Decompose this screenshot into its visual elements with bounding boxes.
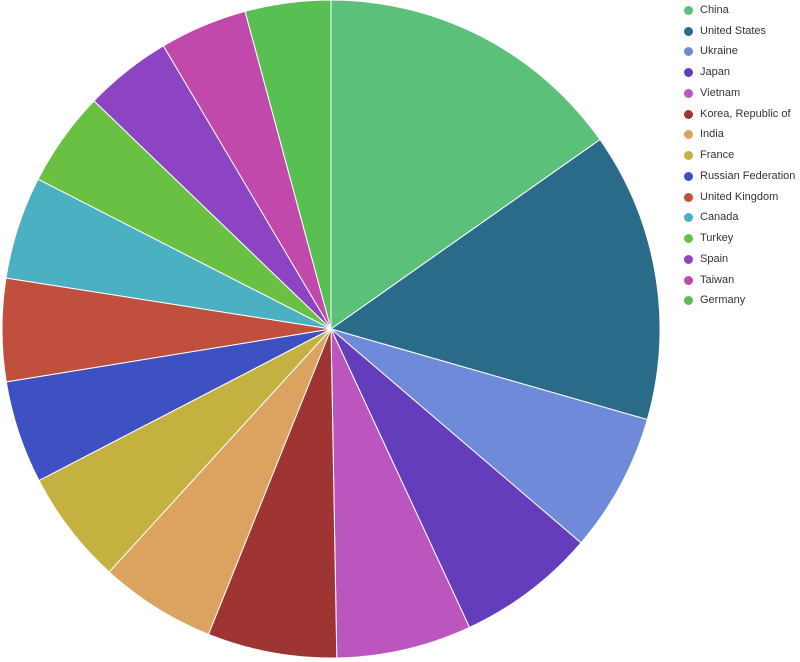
legend-label: United States [700, 24, 767, 37]
legend-label: Turkey [700, 232, 734, 245]
legend-item[interactable]: United States [684, 21, 800, 42]
legend-item[interactable]: China [684, 0, 800, 21]
legend-swatch-icon [684, 47, 693, 57]
legend-label: India [700, 128, 724, 141]
pie-slice-germany[interactable] [244, 0, 332, 330]
legend-label: Japan [700, 66, 730, 79]
legend-swatch-icon [684, 275, 693, 285]
legend-swatch-icon [684, 151, 693, 161]
pie-slice-china[interactable] [330, 0, 601, 330]
legend-item[interactable]: Germany [684, 291, 800, 312]
legend-label: China [700, 3, 729, 16]
legend-item[interactable]: India [684, 125, 800, 146]
pie-slice-ukraine[interactable] [330, 328, 648, 544]
legend-item[interactable]: United Kingdom [684, 187, 800, 208]
legend-swatch-icon [684, 234, 693, 244]
legend-item[interactable]: Japan [684, 62, 800, 83]
legend-label: Vietnam [700, 86, 741, 99]
legend-label: Russian Federation [700, 169, 796, 182]
pie-slice-japan[interactable] [330, 328, 582, 629]
legend-item[interactable]: France [684, 145, 800, 166]
legend-label: Taiwan [700, 273, 735, 286]
legend-swatch-icon [684, 296, 693, 306]
legend-item[interactable]: Russian Federation [684, 166, 800, 187]
legend-swatch-icon [684, 88, 693, 98]
legend-label: Ukraine [700, 45, 738, 58]
pie-slice-united-states[interactable] [329, 138, 661, 421]
legend-label: Germany [700, 294, 746, 307]
legend-swatch-icon [684, 5, 693, 15]
legend-swatch-icon [684, 192, 693, 202]
legend-label: Canada [700, 211, 739, 224]
legend-swatch-icon [684, 26, 693, 36]
legend-item[interactable]: Vietnam [684, 83, 800, 104]
legend-swatch-icon [684, 254, 693, 264]
legend-swatch-icon [684, 109, 693, 119]
legend-item[interactable]: Ukraine [684, 42, 800, 63]
legend-swatch-icon [684, 68, 693, 78]
legend-swatch-icon [684, 130, 693, 140]
legend-item[interactable]: Turkey [684, 228, 800, 249]
legend-label: Spain [700, 252, 729, 265]
legend-label: France [700, 149, 735, 162]
legend-label: United Kingdom [700, 190, 779, 203]
legend-label: Korea, Republic of [700, 107, 791, 120]
legend-swatch-icon [684, 213, 693, 223]
legend-item[interactable]: Canada [684, 208, 800, 229]
legend-item[interactable]: Spain [684, 249, 800, 270]
legend: China United States Ukraine Japan Vietnam Kor… [684, 0, 800, 311]
legend-item[interactable]: Korea, Republic of [684, 104, 800, 125]
legend-item[interactable]: Taiwan [684, 270, 800, 291]
pie-slice-vietnam[interactable] [330, 328, 471, 659]
pie-slice-korea-republic-of[interactable] [207, 328, 338, 659]
legend-swatch-icon [684, 171, 693, 181]
